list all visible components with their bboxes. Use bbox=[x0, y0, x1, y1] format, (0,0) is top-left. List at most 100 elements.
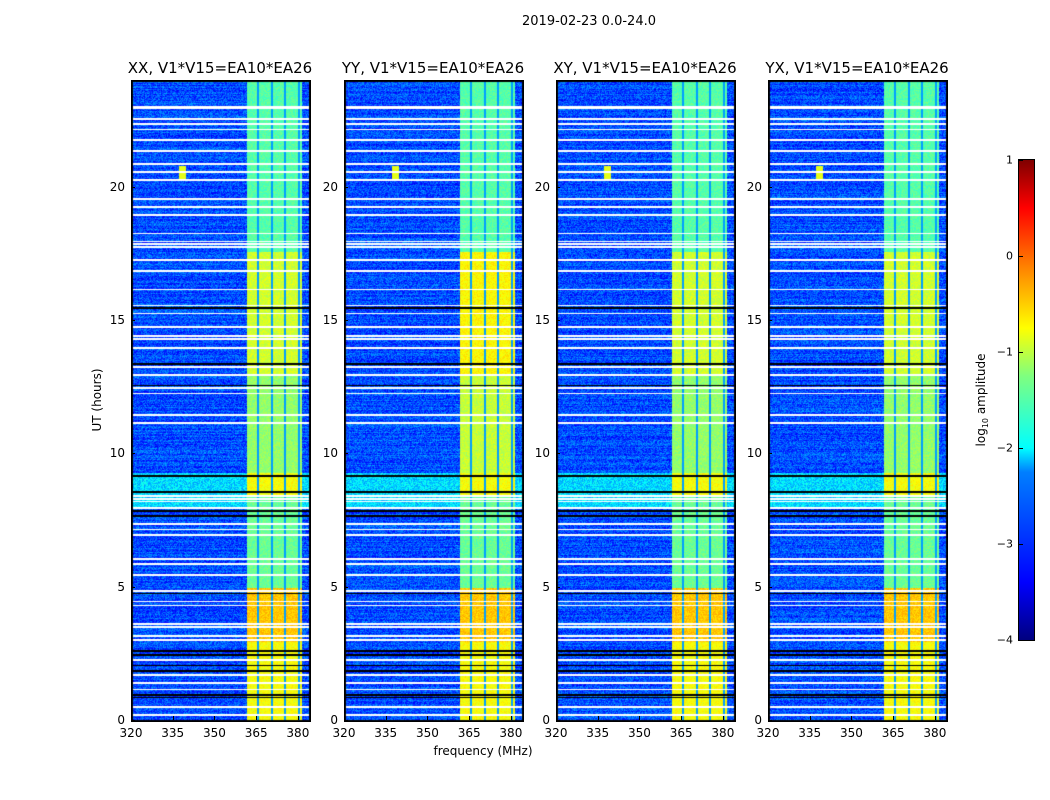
y-tick-mark bbox=[768, 720, 772, 721]
y-tick-label: 10 bbox=[534, 446, 550, 461]
y-tick-mark bbox=[131, 586, 135, 588]
y-tick-mark bbox=[344, 453, 348, 455]
x-tick-label: 380 bbox=[923, 726, 947, 740]
y-tick-mark bbox=[344, 186, 348, 188]
x-tick-mark bbox=[172, 716, 174, 720]
colorbar-tick-label: 1 bbox=[1006, 153, 1013, 167]
y-tick-label: 0 bbox=[330, 713, 338, 727]
x-tick-mark bbox=[893, 716, 895, 720]
x-tick-label: 320 bbox=[332, 726, 356, 740]
colorbar-tick-mark bbox=[1019, 352, 1023, 353]
x-tick-label: 320 bbox=[544, 726, 568, 740]
y-axis-label: UT (hours) bbox=[90, 368, 104, 432]
y-tick-label: 0 bbox=[754, 713, 762, 727]
colorbar-tick-label: −1 bbox=[996, 345, 1013, 359]
waterfall-heatmap-yx bbox=[768, 80, 948, 722]
x-tick-label: 380 bbox=[711, 726, 735, 740]
y-tick-mark bbox=[768, 586, 772, 588]
colorbar-tick-mark bbox=[1019, 448, 1023, 449]
x-tick-mark bbox=[809, 716, 811, 720]
x-tick-mark bbox=[768, 716, 769, 720]
y-tick-mark bbox=[344, 586, 348, 588]
y-tick-mark bbox=[556, 453, 560, 455]
y-tick-label: 15 bbox=[746, 313, 762, 327]
x-tick-mark bbox=[639, 716, 641, 720]
y-tick-mark bbox=[768, 320, 772, 321]
x-tick-label: 365 bbox=[244, 726, 268, 740]
x-tick-mark bbox=[214, 716, 216, 720]
colorbar-tick-mark bbox=[1019, 640, 1023, 641]
y-tick-mark bbox=[344, 320, 348, 321]
x-axis-label: frequency (MHz) bbox=[433, 744, 533, 758]
x-tick-label: 380 bbox=[286, 726, 310, 740]
x-tick-mark bbox=[851, 716, 853, 720]
y-tick-mark bbox=[344, 720, 348, 721]
panel-title: YY, V1*V15=EA10*EA26 bbox=[341, 59, 525, 77]
y-tick-label: 5 bbox=[542, 579, 550, 594]
x-tick-label: 350 bbox=[627, 726, 651, 740]
x-tick-label: 365 bbox=[669, 726, 693, 740]
waterfall-heatmap-xy bbox=[556, 80, 736, 722]
panel-title: XX, V1*V15=EA10*EA26 bbox=[127, 59, 313, 77]
figure-title: 2019-02-23 0.0-24.0 bbox=[522, 14, 656, 29]
x-tick-mark bbox=[510, 716, 512, 720]
x-tick-label: 335 bbox=[586, 726, 610, 740]
x-tick-mark bbox=[556, 716, 557, 720]
x-tick-label: 320 bbox=[756, 726, 780, 740]
y-tick-label: 20 bbox=[109, 179, 125, 194]
panel-title: XY, V1*V15=EA10*EA26 bbox=[553, 59, 737, 77]
waterfall-heatmap-yy bbox=[344, 80, 524, 722]
colorbar-tick-label: −4 bbox=[996, 633, 1013, 647]
x-tick-mark bbox=[722, 716, 724, 720]
y-tick-mark bbox=[131, 453, 135, 455]
y-tick-mark bbox=[131, 186, 135, 188]
y-tick-mark bbox=[768, 186, 772, 188]
y-tick-mark bbox=[556, 586, 560, 588]
waterfall-heatmap-xx bbox=[131, 80, 311, 722]
y-tick-label: 5 bbox=[330, 579, 338, 594]
colorbar-tick-label: −2 bbox=[996, 441, 1013, 455]
y-tick-label: 15 bbox=[109, 313, 125, 327]
colorbar bbox=[1018, 159, 1035, 641]
colorbar-tick-mark bbox=[1019, 256, 1023, 257]
y-tick-label: 5 bbox=[754, 579, 762, 594]
x-tick-label: 350 bbox=[415, 726, 439, 740]
x-tick-label: 335 bbox=[374, 726, 398, 740]
x-tick-label: 320 bbox=[119, 726, 143, 740]
x-tick-mark bbox=[681, 716, 683, 720]
x-tick-label: 380 bbox=[499, 726, 523, 740]
x-tick-mark bbox=[597, 716, 599, 720]
x-tick-mark bbox=[469, 716, 471, 720]
colorbar-label: log10 amplitude bbox=[973, 353, 991, 447]
x-tick-mark bbox=[256, 716, 258, 720]
x-tick-label: 335 bbox=[161, 726, 185, 740]
colorbar-tick-mark bbox=[1019, 544, 1023, 545]
y-tick-mark bbox=[556, 720, 560, 721]
x-tick-mark bbox=[297, 716, 299, 720]
y-tick-label: 10 bbox=[746, 446, 762, 461]
y-tick-mark bbox=[131, 720, 135, 721]
y-tick-mark bbox=[556, 186, 560, 188]
y-tick-label: 5 bbox=[117, 579, 125, 594]
colorbar-tick-label: 0 bbox=[1006, 249, 1013, 263]
x-tick-label: 350 bbox=[202, 726, 226, 740]
colorbar-tick-mark bbox=[1019, 160, 1023, 161]
y-tick-label: 10 bbox=[322, 446, 338, 461]
x-tick-label: 365 bbox=[457, 726, 481, 740]
x-tick-label: 335 bbox=[798, 726, 822, 740]
panel-title: YX, V1*V15=EA10*EA26 bbox=[765, 59, 949, 77]
colorbar-tick-label: −3 bbox=[996, 537, 1013, 551]
x-tick-mark bbox=[934, 716, 936, 720]
y-tick-label: 15 bbox=[534, 313, 550, 327]
x-tick-mark bbox=[427, 716, 429, 720]
y-tick-label: 15 bbox=[322, 313, 338, 327]
y-tick-mark bbox=[556, 320, 560, 321]
y-tick-label: 0 bbox=[542, 713, 550, 727]
x-tick-mark bbox=[344, 716, 345, 720]
x-tick-mark bbox=[385, 716, 387, 720]
y-tick-label: 20 bbox=[322, 179, 338, 194]
x-tick-mark bbox=[131, 716, 132, 720]
y-tick-label: 20 bbox=[746, 179, 762, 194]
y-tick-label: 0 bbox=[117, 713, 125, 727]
x-tick-label: 365 bbox=[881, 726, 905, 740]
